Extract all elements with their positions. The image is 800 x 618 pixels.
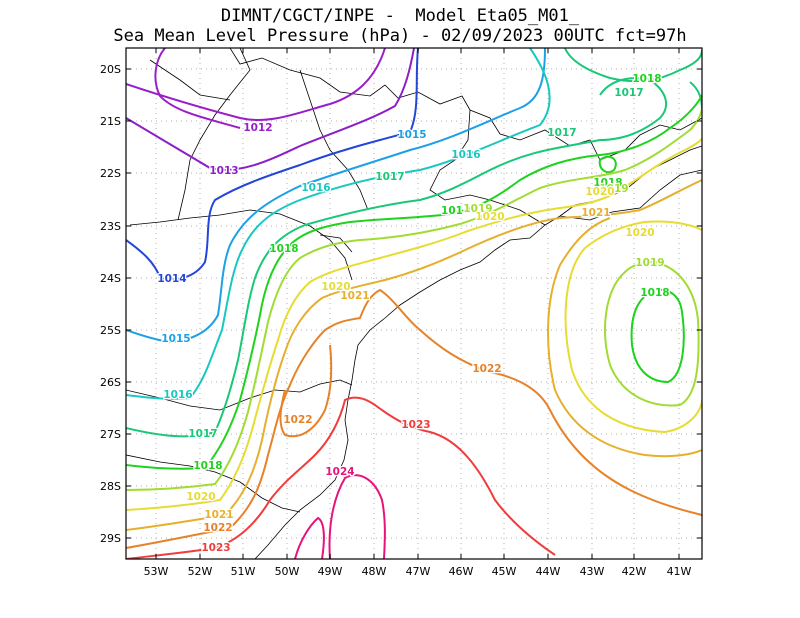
axis-ticks bbox=[126, 48, 702, 559]
contour-label: 1016 bbox=[451, 149, 480, 161]
contour-label: 1015 bbox=[161, 333, 190, 345]
contour-label: 1023 bbox=[201, 542, 230, 554]
lon-tick-label: 45W bbox=[492, 565, 517, 578]
lon-tick-label: 41W bbox=[667, 565, 692, 578]
lon-tick-label: 49W bbox=[318, 565, 343, 578]
contour-labels: 1012 1013 1014 1015 1015 1016 1016 1016 1017 1017… bbox=[156, 72, 671, 556]
lat-tick-label: 25S bbox=[100, 324, 121, 337]
contour-label: 1017 bbox=[614, 87, 643, 99]
isobar-1018 bbox=[126, 94, 702, 470]
isobar-1019 bbox=[126, 107, 702, 491]
contour-label: 1020 bbox=[186, 491, 215, 503]
contour-label: 1015 bbox=[397, 129, 426, 141]
contour-label: 1019 bbox=[463, 203, 492, 215]
isobar-1022 bbox=[126, 288, 702, 549]
isobar-1014 bbox=[126, 48, 419, 281]
contour-label: 1016 bbox=[301, 182, 330, 194]
contour-label: 1021 bbox=[581, 207, 610, 219]
isobar-1021 bbox=[126, 179, 702, 531]
contour-label: 1022 bbox=[472, 363, 501, 375]
contour-label: 1023 bbox=[401, 419, 430, 431]
contour-label: 101 bbox=[441, 205, 463, 217]
isobar-1020-low bbox=[564, 220, 702, 434]
lon-tick-label: 53W bbox=[144, 565, 169, 578]
contour-label: 1022 bbox=[203, 522, 232, 534]
isobars bbox=[126, 48, 702, 559]
lon-tick-label: 48W bbox=[362, 565, 387, 578]
lat-tick-label: 21S bbox=[100, 115, 121, 128]
contour-label: 1016 bbox=[163, 389, 192, 401]
lat-tick-label: 23S bbox=[100, 220, 121, 233]
title-line-1: DIMNT/CGCT/INPE - Model Eta05_M01_ bbox=[220, 6, 580, 26]
contour-label: 1018 bbox=[269, 243, 298, 255]
lon-tick-label: 43W bbox=[580, 565, 605, 578]
contour-label: 1019 bbox=[635, 257, 664, 269]
contour-label: 1017 bbox=[375, 171, 404, 183]
lat-tick-label: 29S bbox=[100, 532, 121, 545]
isobar-1015 bbox=[126, 48, 546, 344]
title-line-2: Sea Mean Level Pressure (hPa) - 02/09/20… bbox=[113, 26, 687, 46]
lon-tick-label: 44W bbox=[536, 565, 561, 578]
contour-label: 1018 bbox=[193, 460, 222, 472]
contour-label: 1018 bbox=[593, 177, 622, 189]
isobar-1023 bbox=[126, 396, 556, 559]
isobar-1012-b bbox=[154, 48, 241, 129]
contour-label: 1017 bbox=[547, 127, 576, 139]
isobar-1021-low bbox=[547, 217, 702, 458]
latitude-labels: 20S 21S 22S 23S 24S 25S 26S 27S 28S 29S bbox=[100, 63, 121, 545]
contour-label: 1018 bbox=[632, 73, 661, 85]
contour-label: 1024 bbox=[325, 466, 354, 478]
contour-label: 1022 bbox=[283, 414, 312, 426]
contour-label: 1018 bbox=[640, 287, 669, 299]
lat-tick-label: 27S bbox=[100, 428, 121, 441]
contour-label: 1020 bbox=[625, 227, 654, 239]
contour-label: 1020 bbox=[321, 281, 350, 293]
lon-tick-label: 47W bbox=[406, 565, 431, 578]
lon-tick-label: 50W bbox=[275, 565, 300, 578]
lat-tick-label: 24S bbox=[100, 272, 121, 285]
contour-label: 1013 bbox=[209, 165, 238, 177]
contour-label: 1014 bbox=[157, 273, 186, 285]
contour-label: 1019 bbox=[599, 183, 628, 195]
plot-frame bbox=[125, 47, 703, 560]
contour-label: 1012 bbox=[243, 122, 272, 134]
isobar-1024 bbox=[294, 474, 386, 559]
lat-tick-label: 20S bbox=[100, 63, 121, 76]
lat-tick-label: 28S bbox=[100, 480, 121, 493]
lon-tick-label: 51W bbox=[231, 565, 256, 578]
isobar-1018-b bbox=[598, 155, 617, 174]
lon-tick-label: 46W bbox=[449, 565, 474, 578]
isobar-1013 bbox=[126, 48, 415, 171]
lat-tick-label: 26S bbox=[100, 376, 121, 389]
contour-label: 1020 bbox=[585, 186, 614, 198]
isobar-1018-low bbox=[630, 288, 685, 384]
lon-tick-label: 42W bbox=[622, 565, 647, 578]
isobar-1019-low bbox=[604, 260, 700, 407]
contour-label: 1017 bbox=[188, 428, 217, 440]
isobar-1022-b bbox=[279, 344, 333, 438]
isobar-1016 bbox=[126, 48, 551, 400]
contour-label: 1021 bbox=[204, 509, 233, 521]
contour-label: 1020 bbox=[475, 211, 504, 223]
contour-label: 1021 bbox=[340, 290, 369, 302]
isobar-1020 bbox=[126, 137, 702, 511]
isobar-1017-top bbox=[564, 48, 702, 83]
lon-tick-label: 52W bbox=[188, 565, 213, 578]
isobar-1012 bbox=[126, 48, 386, 121]
longitude-labels: 53W 52W 51W 50W 49W 48W 47W 46W 45W 44W 43W 42W 41W bbox=[144, 565, 692, 578]
lat-tick-label: 22S bbox=[100, 167, 121, 180]
